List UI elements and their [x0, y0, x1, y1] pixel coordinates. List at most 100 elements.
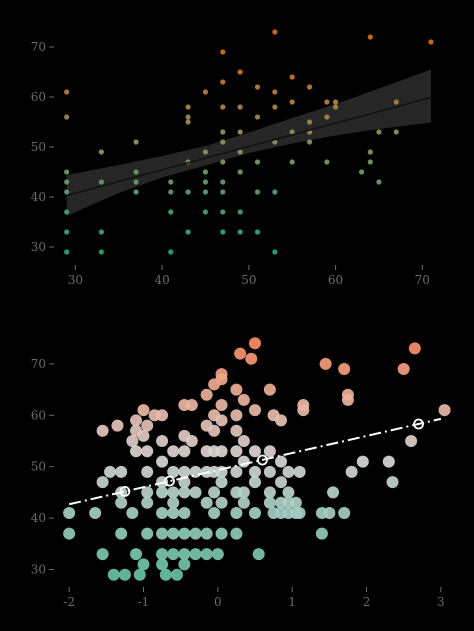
data-point [64, 89, 70, 95]
data-point [178, 465, 191, 478]
trend-marker [164, 475, 175, 487]
data-point [254, 84, 261, 90]
data-point [185, 435, 198, 447]
data-point [111, 419, 124, 432]
data-point [202, 169, 209, 175]
data-point [64, 229, 70, 235]
data-point [341, 393, 354, 406]
bottom-scatter-panel: 30 40 50 60 70 -2 -1 0 1 2 3 [31, 337, 451, 609]
data-point [156, 548, 169, 561]
data-point [408, 342, 421, 355]
data-point [215, 476, 228, 489]
data-point [230, 445, 243, 458]
data-point [178, 507, 191, 519]
data-point [168, 189, 174, 195]
data-point [167, 445, 180, 458]
x-tick-label: 30 [68, 273, 83, 287]
data-point [332, 99, 339, 105]
y-tick-label: 70 [31, 357, 46, 371]
data-point [189, 548, 202, 561]
data-point [208, 507, 221, 519]
data-point [263, 496, 276, 509]
data-point [202, 209, 209, 215]
data-point [64, 189, 70, 195]
data-point [282, 486, 295, 499]
data-point [178, 486, 191, 499]
data-point [275, 476, 288, 489]
data-point [130, 548, 143, 561]
data-point [237, 129, 243, 135]
top-scatter-panel: 30 40 50 60 70 30 40 50 60 70 [31, 29, 434, 287]
data-point [220, 189, 226, 195]
data-point [202, 189, 209, 195]
data-point [263, 383, 276, 396]
x-tick-label: -2 [63, 595, 75, 609]
data-point [272, 139, 278, 145]
data-point [168, 179, 174, 185]
data-point [275, 414, 288, 427]
data-point [289, 74, 295, 80]
data-point [141, 486, 154, 499]
data-point [141, 419, 154, 432]
data-point [133, 179, 139, 185]
data-point [130, 414, 143, 427]
data-point [237, 496, 250, 509]
data-point [382, 455, 395, 468]
data-point [282, 465, 295, 478]
data-point [156, 507, 169, 519]
data-point [215, 373, 228, 386]
data-point [249, 337, 261, 350]
x-tick-label: -1 [138, 595, 150, 609]
data-point [237, 486, 250, 499]
data-point [104, 465, 117, 478]
data-point [367, 159, 373, 165]
x-tick-label: 0 [214, 595, 222, 609]
data-point [358, 169, 365, 175]
data-point [272, 29, 278, 35]
data-point [293, 465, 306, 478]
data-point [249, 404, 261, 417]
y-tick-label: 50 [31, 140, 46, 154]
data-point [200, 496, 213, 509]
data-point [130, 445, 143, 458]
data-point [345, 465, 358, 478]
data-point [185, 229, 191, 235]
data-point [141, 465, 154, 478]
data-point [338, 363, 351, 375]
data-point [137, 429, 150, 442]
data-point [234, 347, 247, 360]
data-point [237, 149, 243, 155]
data-point [64, 249, 70, 255]
data-point [393, 99, 399, 105]
data-point [220, 139, 226, 145]
data-point [64, 209, 70, 215]
data-point [159, 568, 172, 581]
x-tick-label: 60 [328, 273, 343, 287]
data-point [438, 404, 451, 417]
data-point [156, 486, 169, 499]
data-point [126, 507, 139, 519]
data-point [405, 435, 418, 447]
data-point [249, 465, 261, 478]
data-point [230, 383, 243, 396]
data-point [393, 129, 399, 135]
data-point [215, 496, 228, 509]
data-point [178, 548, 191, 561]
data-point [115, 496, 128, 509]
data-point [115, 465, 128, 478]
data-point [254, 114, 261, 120]
data-point [376, 129, 382, 135]
data-point [200, 527, 213, 540]
data-point [202, 149, 209, 155]
trend-marker [413, 418, 424, 430]
data-point [319, 357, 332, 370]
data-point [237, 209, 243, 215]
data-point [141, 496, 154, 509]
y-tick-label: 60 [31, 408, 46, 422]
data-point [237, 229, 243, 235]
data-point [96, 548, 109, 561]
data-point [237, 455, 250, 468]
data-point [96, 476, 109, 489]
